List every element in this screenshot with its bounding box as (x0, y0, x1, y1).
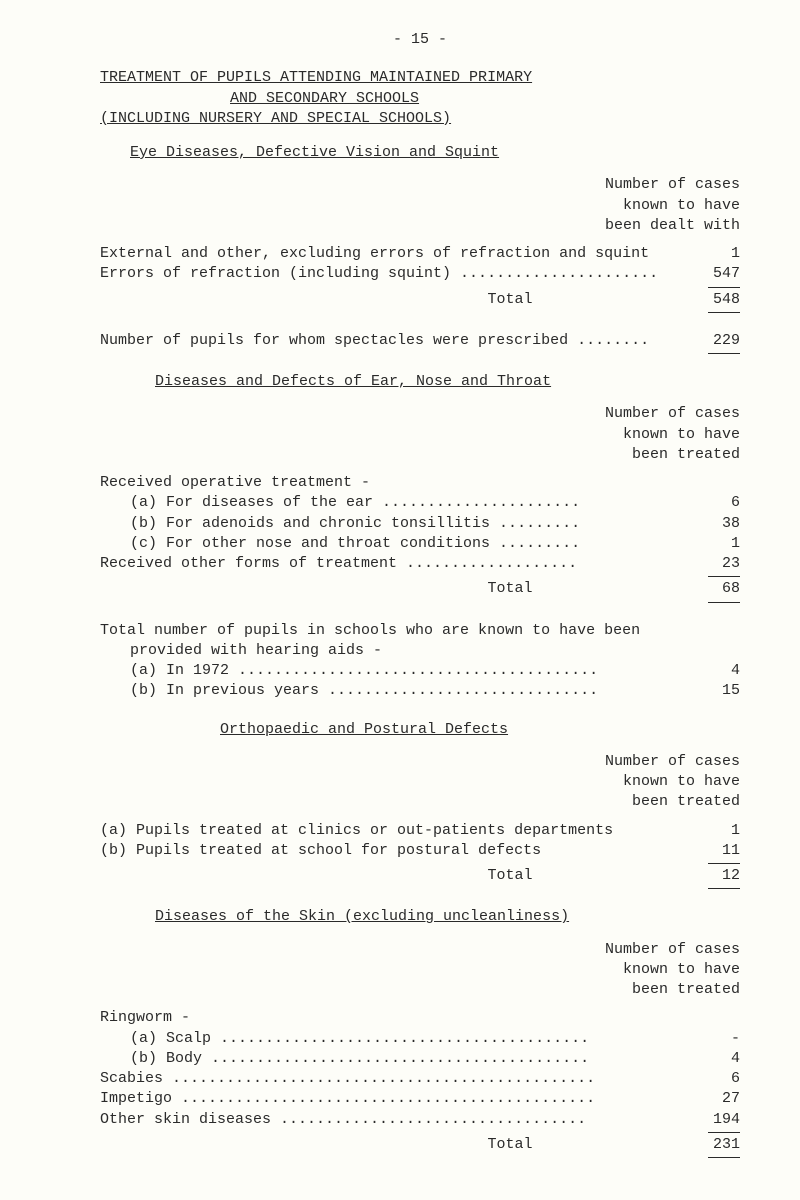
sec1-col-header: Number of cases known to have been dealt… (100, 175, 740, 236)
sec3-heading: Orthopaedic and Postural Defects (220, 721, 508, 738)
sec4-intro: Ringworm - (100, 1008, 740, 1028)
sec1-extra: Number of pupils for whom spectacles wer… (100, 331, 740, 351)
sec2-para2: provided with hearing aids - (100, 641, 740, 661)
sec4-row: (a) Scalp ..............................… (100, 1029, 740, 1049)
sec1-total: Total 548 (100, 290, 740, 310)
page-number: - 15 - (100, 30, 740, 50)
sec2-row: (a) For diseases of the ear ............… (100, 493, 740, 513)
sec4-row2: Other skin diseases ....................… (100, 1110, 740, 1130)
sec2-heading: Diseases and Defects of Ear, Nose and Th… (155, 373, 551, 390)
sec1-row: Errors of refraction (including squint) … (100, 264, 740, 284)
main-title: TREATMENT OF PUPILS ATTENDING MAINTAINED… (100, 68, 740, 129)
sec4-heading: Diseases of the Skin (excluding uncleanl… (155, 908, 569, 925)
sec1-heading: Eye Diseases, Defective Vision and Squin… (130, 144, 499, 161)
title-line-1: TREATMENT OF PUPILS ATTENDING MAINTAINED… (100, 69, 532, 86)
sec4-col-header: Number of cases known to have been treat… (100, 940, 740, 1001)
title-line-3: (INCLUDING NURSERY AND SPECIAL SCHOOLS) (100, 110, 451, 127)
sec2-sub: (b) In previous years ..................… (100, 681, 740, 701)
sec1-row: External and other, excluding errors of … (100, 244, 740, 264)
sec3-row: (b) Pupils treated at school for postura… (100, 841, 740, 861)
sec3-row: (a) Pupils treated at clinics or out-pat… (100, 821, 740, 841)
sec2-row: (b) For adenoids and chronic tonsillitis… (100, 514, 740, 534)
sec4-row: (b) Body ...............................… (100, 1049, 740, 1069)
sec2-col-header: Number of cases known to have been treat… (100, 404, 740, 465)
sec3-col-header: Number of cases known to have been treat… (100, 752, 740, 813)
sec2-other: Received other forms of treatment ......… (100, 554, 740, 574)
sec4-total: Total 231 (100, 1135, 740, 1155)
sec2-intro: Received operative treatment - (100, 473, 740, 493)
sec4-row2: Scabies ................................… (100, 1069, 740, 1089)
sec2-sub: (a) In 1972 ............................… (100, 661, 740, 681)
sec2-para: Total number of pupils in schools who ar… (100, 621, 740, 641)
sec2-total: Total 68 (100, 579, 740, 599)
title-line-2: AND SECONDARY SCHOOLS (230, 90, 419, 107)
sec3-total: Total 12 (100, 866, 740, 886)
sec2-row: (c) For other nose and throat conditions… (100, 534, 740, 554)
sec4-row2: Impetigo ...............................… (100, 1089, 740, 1109)
